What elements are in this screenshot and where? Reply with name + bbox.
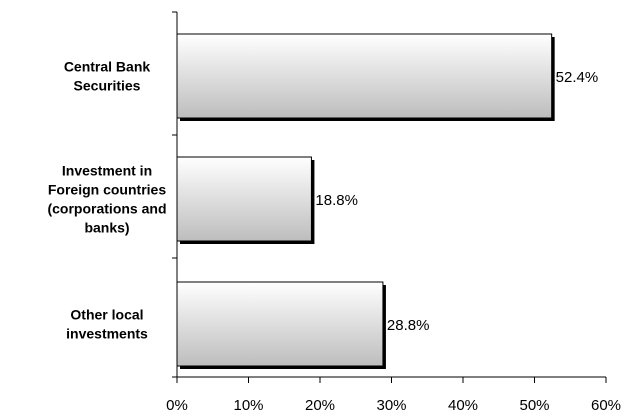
category-label-2-line-4: banks) xyxy=(84,220,129,236)
category-label-3-line-1: Other local xyxy=(70,307,143,323)
value-label-2: 18.8% xyxy=(315,192,358,209)
bar-2 xyxy=(176,156,312,242)
category-label-2-line-3: (corporations and xyxy=(47,201,166,217)
category-label-1: Central Bank Securities xyxy=(64,59,151,94)
value-label-3: 28.8% xyxy=(387,317,430,334)
x-tick-label-7: 60% xyxy=(591,397,621,414)
x-tick-label-3: 20% xyxy=(305,397,335,414)
category-label-1-line-2: Securities xyxy=(74,78,141,94)
x-tick-label-2: 10% xyxy=(233,397,263,414)
bars-layer xyxy=(176,33,555,369)
bar-3 xyxy=(176,281,384,367)
category-label-3: Other local investments xyxy=(66,307,148,342)
axis-layer xyxy=(172,11,607,383)
labels-layer: 52.4% Central Bank Securities 18.8% Investme… xyxy=(47,59,621,415)
category-label-2-line-2: Foreign countries xyxy=(48,182,166,198)
x-tick-label-5: 40% xyxy=(448,397,478,414)
category-label-1-line-1: Central Bank xyxy=(64,59,151,75)
value-label-1: 52.4% xyxy=(556,69,599,86)
category-label-2: Investment in Foreign countries (corporati… xyxy=(47,163,166,236)
bar-1 xyxy=(176,33,553,119)
category-label-3-line-2: investments xyxy=(66,326,148,342)
category-label-2-line-1: Investment in xyxy=(62,163,152,179)
x-tick-label-4: 30% xyxy=(376,397,406,414)
x-tick-label-1: 0% xyxy=(166,397,188,414)
x-tick-label-6: 50% xyxy=(519,397,549,414)
